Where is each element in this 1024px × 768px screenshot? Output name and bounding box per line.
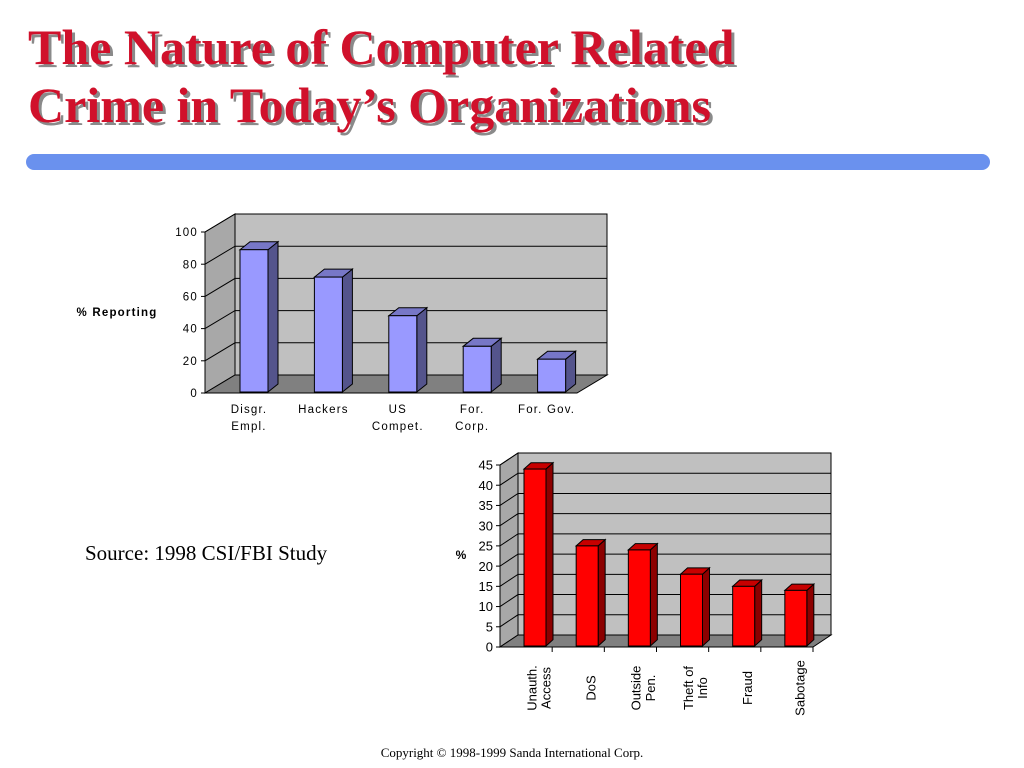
title-line-1: The Nature of Computer Related: [28, 19, 735, 75]
chart2-x-tick-label: Sabotage: [792, 660, 807, 716]
chart2-bar-side: [702, 566, 710, 648]
chart2-bar-side: [806, 582, 815, 648]
title-line-2: Crime in Today’s Organizations: [28, 77, 711, 133]
chart2-x-tick-label-group: Sabotage: [792, 660, 807, 716]
chart1-gridline: [204, 277, 607, 297]
chart2-y-tick-label: 5: [486, 619, 493, 634]
chart2-bar-side: [649, 542, 658, 648]
chart1-y-tick-label: 60: [183, 292, 198, 304]
chart2-x-tick-label: Fraud: [740, 671, 755, 705]
chart2-gridline: [499, 573, 831, 587]
chart1-y-axis-label: % Reporting: [77, 307, 158, 319]
chart2-x-tick-label-group: DoS: [584, 675, 599, 701]
chart2-y-tick-label: 30: [479, 518, 493, 533]
slide-title: The Nature of Computer Related Crime in …: [28, 18, 734, 134]
chart2-x-tick-label: Pen.: [643, 675, 658, 702]
chart2-y-tick-label: 15: [479, 579, 493, 594]
chart2-bar: [523, 468, 547, 647]
chart1-x-tick-label: Hackers: [298, 404, 349, 416]
chart2-plot-side-wall: [499, 452, 519, 648]
chart1-bar: [462, 345, 492, 393]
chart2-y-tick-label: 35: [479, 498, 493, 513]
chart2-bar-side: [754, 578, 763, 648]
chart2-x-tick-label: Unauth.: [524, 665, 539, 711]
chart1-bar: [537, 358, 567, 393]
chart1-x-tick-label: For.: [460, 404, 485, 416]
chart2-bar-side: [597, 538, 606, 648]
chart1-y-tick-label: 40: [183, 324, 198, 336]
chart2-x-tick-label-group: Unauth. Access: [524, 665, 553, 711]
chart2-x-tick-label: Theft of: [681, 666, 696, 710]
chart2-y-tick-label: 20: [479, 559, 493, 574]
chart1-x-tick-label: Empl.: [231, 421, 266, 433]
chart2-bar: [575, 545, 599, 647]
chart2-bar: [732, 585, 756, 647]
chart1-y-tick-label: 100: [175, 227, 198, 239]
chart2-bar: [680, 573, 703, 647]
title-underline-rule: [26, 154, 990, 170]
chart1-bar: [313, 276, 343, 393]
chart2-y-tick-label: 10: [479, 599, 493, 614]
chart2-x-tick-label: Access: [539, 667, 554, 709]
chart2-plot-back-wall: [517, 452, 832, 636]
chart1-bar: [388, 315, 418, 393]
chart2-gridline: [499, 513, 831, 527]
chart1-gridline: [204, 310, 607, 330]
chart2-y-axis-label: %: [456, 548, 467, 562]
chart1-y-tick-label: 0: [190, 388, 198, 400]
chart1-x-tick-label: For. Gov.: [518, 404, 575, 416]
chart2-y-tick-label: 25: [479, 539, 493, 554]
chart1-gridline: [204, 213, 607, 233]
chart1-y-tick-label: 20: [183, 356, 198, 368]
chart2-gridline: [499, 614, 831, 628]
copyright-footer: Copyright © 1998-1999 Sanda Internationa…: [380, 745, 644, 760]
chart2-y-tick-label: 45: [479, 458, 493, 473]
chart1-y-tick-label: 80: [183, 259, 198, 271]
source-note: Source: 1998 CSI/FBI Study: [85, 541, 328, 565]
chart1-x-tick-label: Compet.: [372, 421, 424, 433]
chart2-x-tick-label: DoS: [584, 675, 599, 701]
chart2-gridline: [499, 533, 831, 547]
chart2-bar-side: [545, 461, 554, 648]
chart2-gridline: [499, 553, 831, 567]
chart2-y-tick-label: 0: [486, 640, 493, 655]
chart2-y-tick-label: 40: [479, 478, 493, 493]
chart1-gridline: [204, 245, 607, 265]
chart2-gridline: [499, 472, 831, 486]
chart1-x-tick-label: Corp.: [455, 421, 489, 433]
chart2-gridline: [499, 452, 831, 466]
chart1-bar: [239, 249, 269, 393]
chart1-x-tick-label: Disgr.: [231, 404, 268, 416]
chart2-bar: [784, 589, 808, 647]
chart2-x-tick-label: Outside: [629, 666, 644, 711]
chart2-x-tick-label-group: Theft of Info: [681, 666, 710, 710]
chart2-x-tick-label-group: Fraud: [740, 671, 755, 705]
chart2-gridline: [499, 492, 831, 506]
chart1-x-tick-label: US: [389, 404, 407, 416]
chart2-gridline: [499, 594, 831, 607]
chart2-x-tick-label: Info: [695, 677, 710, 699]
chart2-bar: [627, 549, 651, 647]
chart2-x-tick-label-group: Outside Pen.: [629, 666, 658, 711]
